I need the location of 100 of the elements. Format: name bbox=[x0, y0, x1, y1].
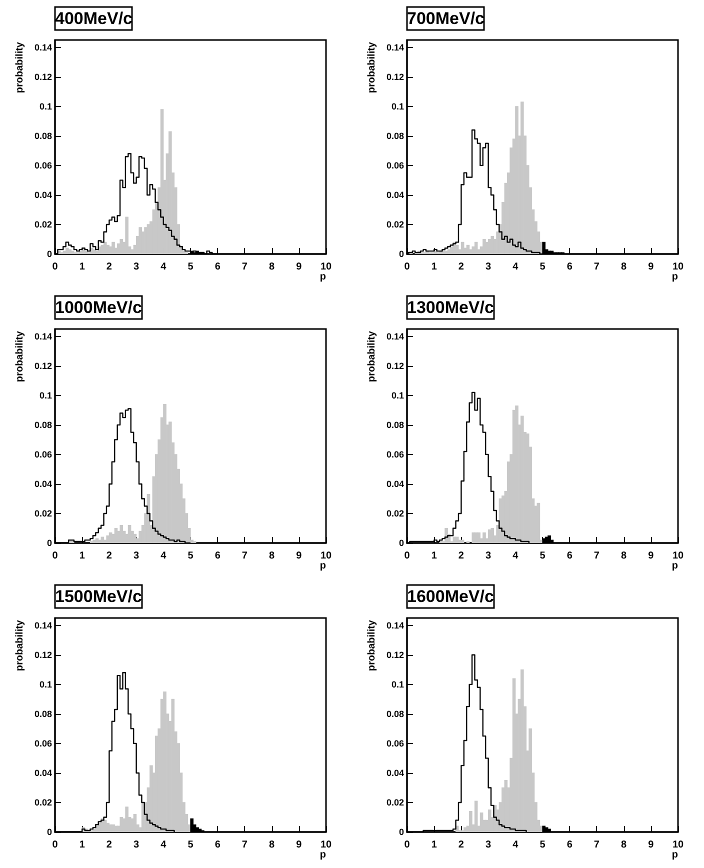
chart-title: 1500MeV/c bbox=[55, 587, 142, 606]
x-tick-label: 2 bbox=[458, 550, 464, 562]
x-tick-label: 9 bbox=[296, 550, 302, 562]
x-tick-label: 4 bbox=[512, 840, 519, 850]
x-tick-label: 1 bbox=[79, 262, 86, 272]
y-tick-label: 0.04 bbox=[386, 190, 404, 200]
x-tick-label: 6 bbox=[214, 262, 221, 272]
x-tick-label: 7 bbox=[594, 840, 600, 850]
y-axis-title: probability bbox=[366, 330, 378, 382]
x-tick-label: 8 bbox=[621, 262, 628, 272]
y-tick-label: 0.1 bbox=[391, 679, 404, 690]
y-tick-label: 0 bbox=[46, 249, 52, 259]
x-axis-title: p bbox=[672, 850, 678, 860]
x-tick-label: 1 bbox=[431, 840, 438, 850]
x-tick-label: 8 bbox=[269, 550, 276, 562]
y-axis-title: probability bbox=[366, 620, 378, 672]
x-tick-label: 5 bbox=[540, 840, 546, 850]
x-tick-label: 6 bbox=[566, 550, 573, 562]
x-tick-label: 9 bbox=[296, 262, 302, 272]
x-tick-label: 9 bbox=[648, 262, 654, 272]
y-axis-title: probability bbox=[14, 42, 26, 94]
x-tick-label: 10 bbox=[320, 840, 332, 850]
y-tick-label: 0.14 bbox=[34, 42, 52, 52]
y-tick-label: 0.06 bbox=[386, 738, 404, 748]
y-tick-label: 0.02 bbox=[34, 797, 52, 808]
x-tick-label: 5 bbox=[188, 550, 194, 562]
y-tick-label: 0.08 bbox=[386, 420, 404, 430]
x-axis-title: p bbox=[320, 560, 326, 572]
y-tick-label: 0.08 bbox=[386, 708, 404, 719]
y-axis-title: probability bbox=[14, 620, 26, 672]
x-tick-label: 7 bbox=[594, 550, 600, 562]
x-tick-label: 8 bbox=[621, 550, 628, 562]
x-tick-label: 9 bbox=[648, 550, 654, 562]
x-tick-label: 1 bbox=[431, 550, 438, 562]
y-tick-label: 0.06 bbox=[34, 738, 52, 748]
x-tick-label: 4 bbox=[160, 840, 167, 850]
y-tick-label: 0.02 bbox=[386, 797, 404, 808]
y-tick-label: 0.02 bbox=[34, 508, 52, 518]
y-tick-label: 0.04 bbox=[34, 478, 52, 489]
y-tick-label: 0.14 bbox=[386, 331, 404, 342]
y-tick-label: 0 bbox=[46, 538, 52, 548]
x-tick-label: 2 bbox=[106, 840, 112, 850]
x-tick-label: 6 bbox=[214, 550, 221, 562]
x-tick-label: 8 bbox=[269, 262, 276, 272]
x-tick-label: 10 bbox=[320, 262, 332, 272]
chart-title: 1600MeV/c bbox=[407, 587, 494, 606]
y-tick-label: 0.04 bbox=[34, 768, 52, 778]
x-axis-title: p bbox=[320, 850, 326, 860]
x-tick-label: 9 bbox=[296, 840, 302, 850]
x-tick-label: 7 bbox=[242, 550, 248, 562]
x-tick-label: 1 bbox=[431, 262, 438, 272]
chart-title: 1300MeV/c bbox=[407, 298, 494, 317]
y-tick-label: 0.1 bbox=[39, 101, 52, 112]
x-tick-label: 4 bbox=[160, 550, 167, 562]
x-tick-label: 5 bbox=[540, 262, 546, 272]
x-tick-label: 4 bbox=[512, 550, 519, 562]
y-tick-label: 0.04 bbox=[386, 478, 404, 489]
x-tick-label: 10 bbox=[672, 262, 684, 272]
x-tick-label: 4 bbox=[512, 262, 519, 272]
y-tick-label: 0.02 bbox=[386, 219, 404, 230]
y-tick-label: 0.08 bbox=[34, 708, 52, 719]
y-tick-label: 0.08 bbox=[34, 420, 52, 430]
y-tick-label: 0.08 bbox=[386, 130, 404, 141]
y-tick-label: 0.02 bbox=[34, 219, 52, 230]
x-tick-label: 1 bbox=[79, 550, 86, 562]
x-tick-label: 3 bbox=[134, 550, 140, 562]
x-tick-label: 5 bbox=[540, 550, 546, 562]
y-axis-title: probability bbox=[14, 330, 26, 382]
x-tick-label: 6 bbox=[214, 840, 221, 850]
y-tick-label: 0.1 bbox=[39, 679, 52, 690]
x-tick-label: 7 bbox=[242, 262, 248, 272]
x-tick-label: 3 bbox=[134, 840, 140, 850]
x-tick-label: 10 bbox=[320, 550, 332, 562]
x-tick-label: 2 bbox=[106, 550, 112, 562]
y-tick-label: 0.1 bbox=[391, 390, 404, 400]
y-tick-label: 0.12 bbox=[34, 360, 52, 371]
x-tick-label: 6 bbox=[566, 840, 573, 850]
y-tick-label: 0 bbox=[398, 827, 404, 837]
y-tick-label: 0.14 bbox=[34, 331, 52, 342]
y-tick-label: 0.12 bbox=[386, 650, 404, 660]
x-tick-label: 2 bbox=[106, 262, 112, 272]
y-tick-label: 0.14 bbox=[386, 620, 404, 630]
y-tick-label: 0.12 bbox=[386, 72, 404, 82]
x-tick-label: 4 bbox=[160, 262, 167, 272]
y-tick-label: 0.14 bbox=[386, 42, 404, 52]
y-tick-label: 0.06 bbox=[386, 449, 404, 460]
x-tick-label: 6 bbox=[566, 262, 573, 272]
x-tick-label: 8 bbox=[269, 840, 276, 850]
y-axis-title: probability bbox=[366, 42, 378, 94]
x-tick-label: 7 bbox=[594, 262, 600, 272]
y-tick-label: 0.12 bbox=[34, 72, 52, 82]
y-tick-label: 0.04 bbox=[34, 190, 52, 200]
x-tick-label: 3 bbox=[486, 840, 492, 850]
y-tick-label: 0.02 bbox=[386, 508, 404, 518]
x-tick-label: 8 bbox=[621, 840, 628, 850]
chart-title: 1000MeV/c bbox=[55, 298, 142, 317]
y-tick-label: 0.06 bbox=[386, 160, 404, 170]
y-tick-label: 0.04 bbox=[386, 768, 404, 778]
x-tick-label: 10 bbox=[672, 840, 684, 850]
x-tick-label: 5 bbox=[188, 262, 194, 272]
